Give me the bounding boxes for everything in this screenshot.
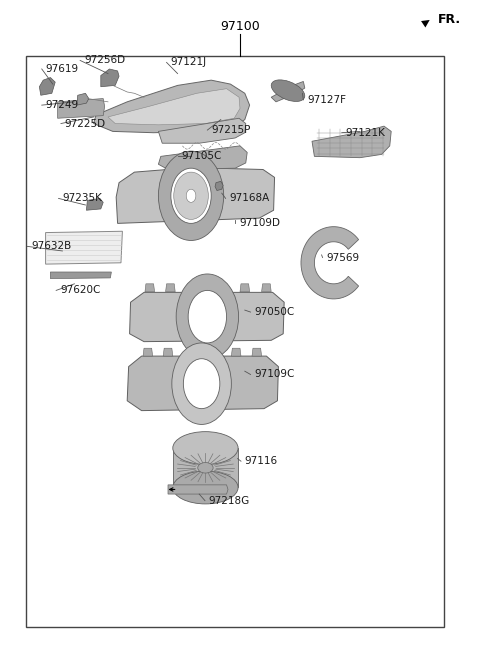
Polygon shape bbox=[168, 485, 228, 494]
Polygon shape bbox=[94, 80, 250, 133]
Text: 97256D: 97256D bbox=[84, 55, 125, 66]
Polygon shape bbox=[158, 118, 246, 143]
Polygon shape bbox=[231, 348, 241, 356]
Text: 97109D: 97109D bbox=[239, 218, 280, 229]
Polygon shape bbox=[240, 284, 250, 292]
Polygon shape bbox=[108, 89, 240, 125]
Polygon shape bbox=[173, 448, 238, 487]
Polygon shape bbox=[143, 348, 153, 356]
Polygon shape bbox=[130, 292, 284, 342]
Ellipse shape bbox=[173, 432, 238, 464]
Ellipse shape bbox=[198, 463, 213, 473]
Polygon shape bbox=[50, 272, 111, 279]
Polygon shape bbox=[77, 93, 89, 105]
Text: 97225D: 97225D bbox=[65, 118, 106, 129]
Polygon shape bbox=[127, 356, 278, 411]
Circle shape bbox=[176, 274, 239, 359]
Text: 97127F: 97127F bbox=[307, 95, 346, 105]
Text: 97632B: 97632B bbox=[31, 241, 72, 252]
Text: 97249: 97249 bbox=[46, 100, 79, 110]
Circle shape bbox=[183, 359, 220, 409]
Polygon shape bbox=[46, 231, 122, 264]
Polygon shape bbox=[39, 78, 55, 95]
Text: 97100: 97100 bbox=[220, 20, 260, 33]
Ellipse shape bbox=[173, 471, 238, 504]
Text: 97620C: 97620C bbox=[60, 285, 100, 296]
Polygon shape bbox=[58, 99, 105, 118]
Text: 97215P: 97215P bbox=[211, 125, 251, 135]
Text: 97050C: 97050C bbox=[254, 307, 295, 317]
Bar bbox=[26, 56, 444, 627]
Polygon shape bbox=[262, 284, 271, 292]
Polygon shape bbox=[163, 348, 173, 356]
Polygon shape bbox=[158, 146, 247, 170]
Circle shape bbox=[172, 343, 231, 424]
Polygon shape bbox=[86, 198, 103, 210]
Circle shape bbox=[188, 290, 227, 343]
Text: 97218G: 97218G bbox=[209, 495, 250, 506]
Text: 97116: 97116 bbox=[245, 456, 278, 466]
Polygon shape bbox=[215, 181, 223, 191]
Text: FR.: FR. bbox=[438, 13, 461, 26]
Polygon shape bbox=[116, 168, 275, 223]
Text: 97105C: 97105C bbox=[181, 151, 222, 162]
Text: 97121J: 97121J bbox=[170, 57, 206, 68]
Polygon shape bbox=[145, 284, 155, 292]
Text: 97619: 97619 bbox=[46, 64, 79, 74]
Circle shape bbox=[158, 151, 224, 240]
Circle shape bbox=[186, 189, 196, 202]
Text: 97168A: 97168A bbox=[229, 193, 270, 204]
Text: 97569: 97569 bbox=[326, 252, 360, 263]
Text: 97121K: 97121K bbox=[346, 127, 385, 138]
Polygon shape bbox=[101, 69, 119, 87]
Polygon shape bbox=[252, 348, 262, 356]
Circle shape bbox=[174, 172, 208, 219]
Text: 97235K: 97235K bbox=[62, 193, 102, 204]
Circle shape bbox=[171, 168, 211, 223]
Polygon shape bbox=[312, 126, 391, 158]
Polygon shape bbox=[166, 284, 175, 292]
Ellipse shape bbox=[271, 80, 305, 101]
Polygon shape bbox=[271, 81, 305, 102]
Text: 97109C: 97109C bbox=[254, 369, 295, 380]
Polygon shape bbox=[301, 227, 359, 299]
